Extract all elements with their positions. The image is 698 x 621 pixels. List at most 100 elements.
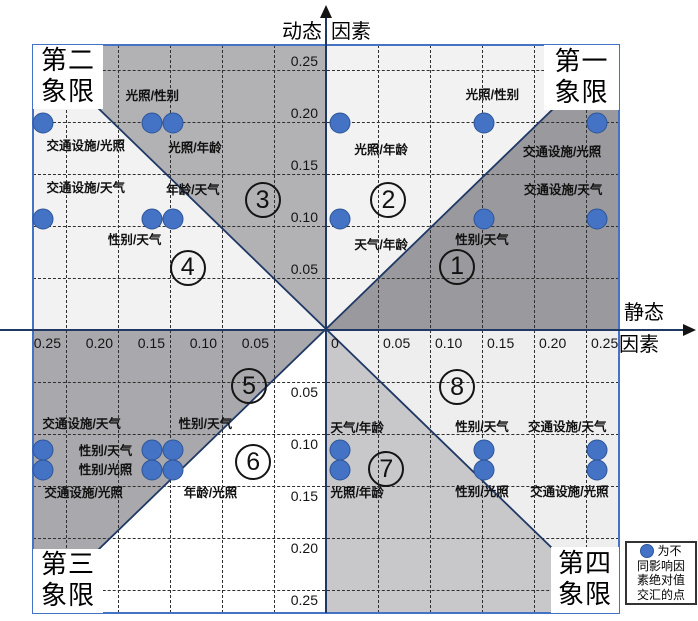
factor-pair-label: 年龄/天气 xyxy=(166,182,220,197)
x-tick-label: 0.05 xyxy=(383,335,411,351)
data-point xyxy=(586,439,608,461)
factor-pair-label: 交通设施/光照 xyxy=(44,486,123,501)
y-tick-label: 0.25 xyxy=(290,53,318,69)
quadrant-3-label: 第三 象限 xyxy=(33,549,103,613)
x-axis-title-top: 静态 xyxy=(624,302,664,324)
region-5-badge: 5 xyxy=(231,368,268,405)
data-point xyxy=(586,459,608,481)
data-point xyxy=(586,208,608,230)
quadrant-4-line1: 第四 xyxy=(557,549,612,579)
data-point xyxy=(141,208,163,230)
x-tick-label: 0.25 xyxy=(33,335,61,351)
quadrant-3-line1: 第三 xyxy=(40,550,95,580)
x-tick-label: 0.15 xyxy=(487,335,515,351)
quadrant-3-line2: 象限 xyxy=(40,581,95,610)
data-point xyxy=(162,208,184,230)
factor-pair-label: 性别/天气 xyxy=(455,232,509,247)
region-1-badge: 1 xyxy=(439,248,476,285)
y-tick-label: 0.10 xyxy=(290,209,318,225)
factor-pair-label: 光照/性别 xyxy=(125,88,180,103)
legend-dot-icon xyxy=(640,544,655,559)
x-tick-label: 0.20 xyxy=(539,335,567,351)
region-7-badge: 7 xyxy=(368,451,405,488)
quadrant-2-line2: 象限 xyxy=(40,77,95,106)
data-point xyxy=(32,112,54,134)
quadrant-1-label: 第一 象限 xyxy=(544,45,619,110)
x-tick-label: 0.25 xyxy=(591,335,619,351)
data-point xyxy=(473,459,495,481)
factor-pair-label: 性别/天气 xyxy=(107,232,162,247)
factor-pair-label: 交通设施/天气 xyxy=(42,416,121,431)
x-tick-zero-label: 0 xyxy=(331,335,339,351)
data-point xyxy=(162,439,184,461)
data-point xyxy=(162,459,184,481)
x-tick-label: 0.15 xyxy=(137,335,165,351)
y-tick-label: 0.10 xyxy=(290,436,318,452)
y-tick-label: 0.15 xyxy=(290,157,318,173)
region-6-badge: 6 xyxy=(235,444,272,481)
y-tick-label: 0.20 xyxy=(290,540,318,556)
x-tick-label: 0.05 xyxy=(241,335,269,351)
factor-pair-label: 天气/年龄 xyxy=(330,420,384,435)
quadrant-1-line2: 象限 xyxy=(554,77,609,107)
legend-text-2: 同影响因 xyxy=(636,558,685,573)
y-tick-label: 0.05 xyxy=(290,261,318,277)
data-point xyxy=(473,208,495,230)
x-axis-title-bottom: 因素 xyxy=(619,334,659,356)
data-point xyxy=(329,208,351,230)
factor-pair-label: 光照/年龄 xyxy=(354,142,408,157)
x-tick-label: 0.20 xyxy=(85,335,113,351)
quadrant-1-line1: 第一 xyxy=(554,46,609,76)
data-point xyxy=(32,208,54,230)
factor-pair-label: 年龄/光照 xyxy=(183,486,238,501)
quadrant-2-line1: 第二 xyxy=(40,46,95,76)
y-axis-title-left: 动态 xyxy=(282,21,322,43)
factor-pair-label: 交通设施/光照 xyxy=(46,138,125,153)
data-point xyxy=(586,112,608,134)
data-point xyxy=(32,459,54,481)
factor-pair-label: 性别/光照 xyxy=(455,484,509,499)
y-tick-label: 0.05 xyxy=(290,384,318,400)
legend-box: 为不 同影响因 素绝对值 交汇的点 xyxy=(625,541,697,605)
factor-pair-label: 交通设施/天气 xyxy=(528,419,607,434)
x-tick-label: 0.10 xyxy=(189,335,217,351)
factor-pair-label: 交通设施/天气 xyxy=(523,182,603,197)
data-point xyxy=(141,112,163,134)
factor-pair-label: 交通设施/天气 xyxy=(46,180,125,195)
quadrant-2-label: 第二 象限 xyxy=(33,45,103,109)
data-point xyxy=(329,439,351,461)
region-4-badge: 4 xyxy=(169,249,206,286)
legend-text-3: 素绝对值 xyxy=(636,573,685,587)
factor-pair-label: 交通设施/光照 xyxy=(530,484,609,499)
legend-text-4: 交汇的点 xyxy=(636,587,685,602)
data-point xyxy=(473,112,495,134)
factor-pair-label: 性别/光照 xyxy=(78,463,133,478)
legend-text-1: 为不 xyxy=(657,544,682,558)
factor-pair-label: 性别/天气 xyxy=(178,416,233,431)
quadrant-4-line2: 象限 xyxy=(557,580,612,609)
data-point xyxy=(329,459,351,481)
y-tick-label: 0.25 xyxy=(290,592,318,608)
data-point xyxy=(141,439,163,461)
factor-pair-label: 光照/性别 xyxy=(465,87,520,102)
factor-pair-label: 天气/年龄 xyxy=(354,237,408,252)
data-point xyxy=(32,439,54,461)
quadrant-4-label: 第四 象限 xyxy=(551,547,619,613)
region-8-badge: 8 xyxy=(439,369,476,406)
factor-pair-label: 光照/年龄 xyxy=(168,140,222,155)
factor-pair-label: 性别/天气 xyxy=(78,443,133,458)
y-tick-label: 0.15 xyxy=(290,488,318,504)
data-point xyxy=(329,112,351,134)
region-2-badge: 2 xyxy=(370,182,407,218)
region-3-badge: 3 xyxy=(244,182,281,218)
factor-pair-label: 交通设施/光照 xyxy=(522,144,602,159)
y-tick-label: 0.20 xyxy=(290,105,318,121)
factor-pair-label: 性别/天气 xyxy=(455,419,509,434)
x-tick-label: 0.10 xyxy=(435,335,463,351)
factor-pair-label: 光照/年龄 xyxy=(330,486,384,501)
legend-row-1: 为不 xyxy=(640,544,682,559)
y-axis-title-right: 因素 xyxy=(331,21,371,43)
